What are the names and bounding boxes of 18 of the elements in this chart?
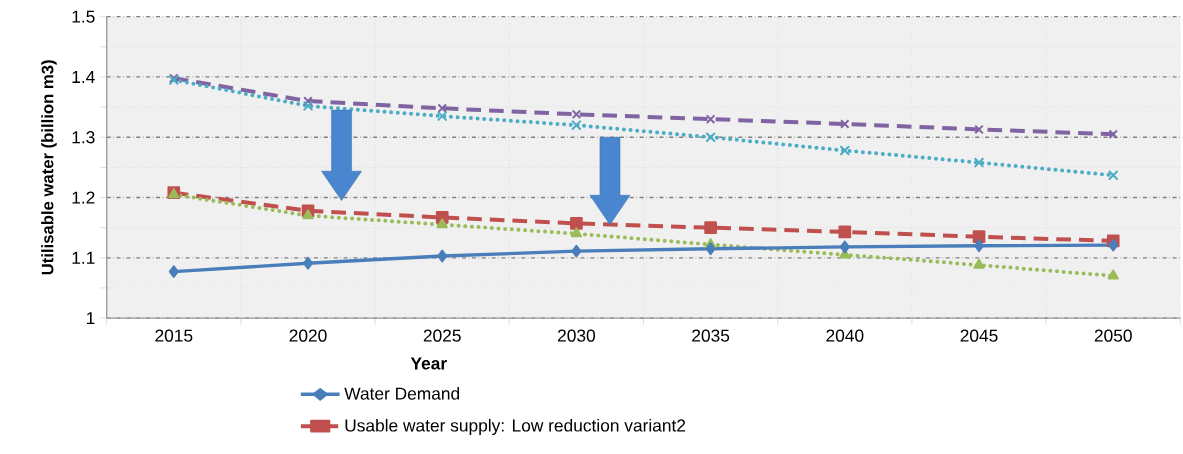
x-tick-label: 2015 [155, 329, 193, 342]
y-tick-label: 1.5 [72, 10, 95, 23]
x-tick-label: 2020 [289, 329, 327, 342]
x-axis-title: Year [410, 357, 447, 370]
x-tick-label: 2040 [826, 329, 864, 342]
x-tick-label: 2045 [960, 329, 998, 342]
legend-label: Usable water supply: Low reduction variant2 [345, 418, 686, 435]
y-axis-title: Utilisable water (billion m3) [41, 60, 57, 275]
y-tick-label: 1 [86, 312, 95, 324]
x-tick-label: 2025 [423, 329, 461, 342]
y-tick-label: 1.1 [72, 251, 95, 264]
x-tick-label: 2035 [692, 329, 730, 342]
x-tick-label: 2050 [1094, 329, 1132, 342]
legend-label: Water Demand [344, 386, 460, 400]
x-tick-label: 2030 [558, 329, 596, 342]
y-tick-label: 1.2 [72, 191, 95, 204]
y-tick-label: 1.4 [72, 70, 95, 83]
y-tick-label: 1.3 [72, 131, 95, 144]
